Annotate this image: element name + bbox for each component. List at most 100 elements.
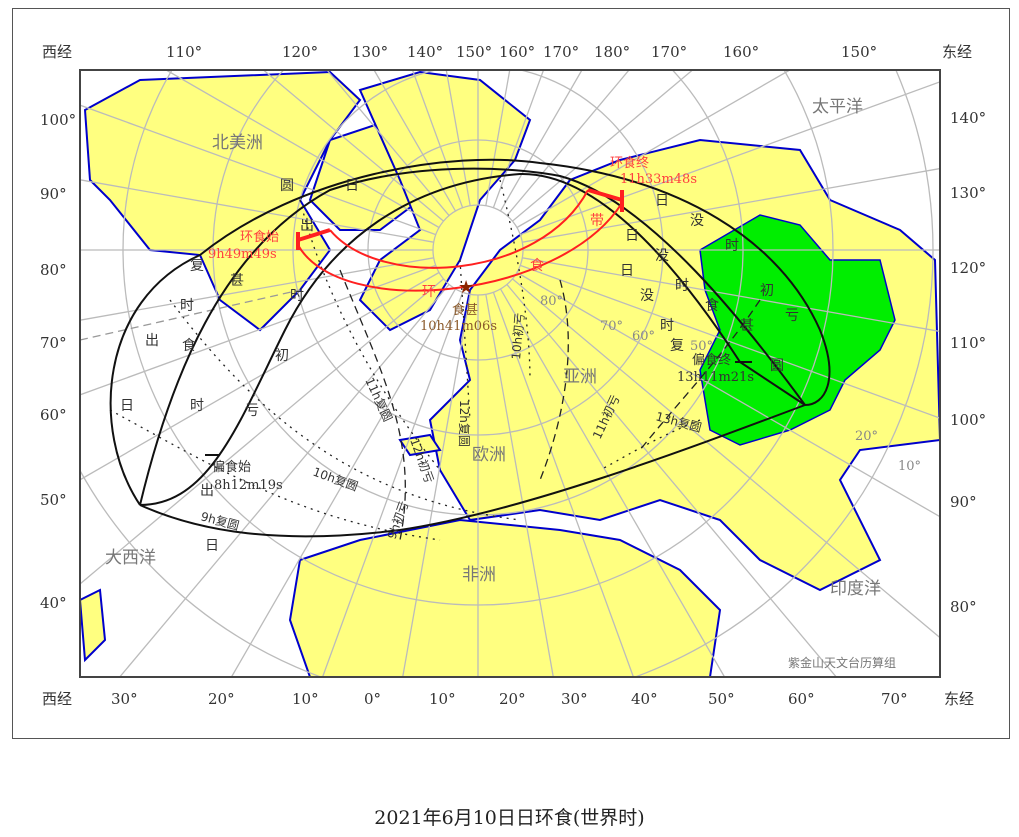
east-label-top: 东经 [942, 43, 972, 61]
bottom-tick-label: 10° [429, 690, 456, 708]
left-tick-label: 90° [40, 185, 67, 203]
meridian-line [80, 271, 440, 481]
top-tick-label: 160° [723, 43, 759, 61]
north-america-label: 北美洲 [212, 133, 263, 153]
meridian-line [512, 278, 940, 639]
bottom-tick-label: 30° [561, 690, 588, 708]
meridian-line [522, 257, 940, 333]
umbra-region [699, 214, 896, 446]
meridian-line [402, 294, 471, 677]
meridian-line [492, 292, 635, 677]
outer-limit-curve [109, 158, 831, 506]
curve-label-sunrise-last-contact: 时 [180, 298, 194, 314]
bottom-tick-label: 70° [881, 690, 908, 708]
meridian-line [230, 288, 457, 677]
top-tick-label: 150° [456, 43, 492, 61]
curve-label-annular-band: 食 [530, 257, 544, 274]
greatest-time: 10h41m06s [420, 319, 497, 334]
greatest-eclipse-star: ★ [458, 277, 474, 298]
curve-label-sunrise-last-contact: 出 [145, 333, 159, 349]
curve-label-sunrise-greatest: 出 [200, 483, 214, 499]
africa-label: 非洲 [462, 565, 496, 585]
left-tick-label: 70° [40, 334, 67, 352]
curve-label-sunrise-last-contact: 复 [190, 257, 204, 274]
curve-label-sunset-greatest: 食 [705, 297, 719, 314]
right-tick-label: 140° [950, 109, 986, 127]
curve-label-sunrise-first-contact: 出 [300, 218, 314, 234]
inner-latitude-label: 70° [600, 319, 623, 334]
meridian-line [506, 70, 630, 216]
left-tick-label: 100° [40, 111, 76, 129]
meridian-line [80, 104, 436, 236]
meridian-line [516, 271, 940, 518]
meridian-line [522, 167, 940, 243]
inner-latitude-label: 80° [540, 294, 563, 309]
meridian-line [512, 70, 693, 222]
meridian-line [80, 257, 434, 321]
atlantic-label: 大西洋 [105, 548, 156, 568]
inner-curve [139, 172, 806, 506]
curve-label-sunrise-first-contact: 初 [275, 347, 289, 364]
left-tick-label: 50° [40, 491, 67, 509]
curve-label-sunset-first-contact: 没 [690, 213, 704, 229]
annular-begin-label: 环食始 [240, 229, 279, 245]
meridian-line [263, 70, 444, 222]
map-caption: 2021年6月10日日环食(世界时) [374, 807, 645, 829]
map-frame [12, 8, 1010, 739]
right-tick-label: 80° [950, 598, 977, 616]
left-tick-label: 40° [40, 594, 67, 612]
curve-label-sunset-first-contact: 初 [760, 282, 774, 299]
credit: 紫金山天文台历算组 [788, 655, 896, 670]
top-tick-label: 170° [651, 43, 687, 61]
top-tick-label: 180° [594, 43, 630, 61]
bottom-tick-label: 50° [708, 690, 735, 708]
curve-label-sunset-last-contact: 日 [620, 263, 634, 279]
partial-end-label: 偏食终 [692, 352, 731, 368]
meridian-line [80, 278, 444, 585]
top-tick-label: 120° [282, 43, 318, 61]
curve-label-sunset-last-contact: 没 [640, 288, 654, 304]
pacific-label: 太平洋 [812, 97, 863, 117]
inner-latitude-label: 60° [632, 329, 655, 344]
event-labels: 环食始 9h49m49s 环食终 11h33m48s 食甚 10h41m06s … [208, 155, 754, 493]
curve-label-sunset-first-contact: 亏 [785, 308, 799, 324]
meridian-line [520, 81, 940, 236]
annular-band [296, 188, 624, 292]
partial-begin-label: 偏食始 [212, 459, 251, 475]
meridian-line [321, 292, 464, 677]
inner-latitude-label: 50° [690, 339, 713, 354]
right-tick-label: 90° [950, 493, 977, 511]
right-tick-label: 120° [950, 259, 986, 277]
meridian-line [326, 70, 450, 216]
hourly-curve-label: 10h初亏 [509, 312, 527, 360]
meridian-line [492, 70, 545, 208]
top-tick-label: 130° [352, 43, 388, 61]
curve-label-sunrise-greatest: 食 [182, 337, 196, 354]
annular-begin-time: 9h49m49s [208, 247, 277, 262]
top-tick-label: 150° [841, 43, 877, 61]
meridian-line [520, 264, 940, 419]
meridian-line [499, 70, 583, 212]
inner-latitude-label: 10° [898, 459, 921, 474]
partial-begin-time: 8h12m19s [214, 478, 283, 493]
curve-label-sunset-greatest: 时 [675, 278, 689, 294]
bottom-tick-label: 10° [292, 690, 319, 708]
bottom-tick-label: 40° [631, 690, 658, 708]
meridian-line [119, 284, 450, 677]
meridian-line [373, 70, 457, 212]
west-label-bottom: 西经 [42, 690, 72, 708]
europe-label: 欧洲 [472, 445, 506, 465]
bottom-tick-label: 60° [788, 690, 815, 708]
curve-label-sunset-last-contact: 圆 [770, 358, 784, 374]
right-tick-label: 110° [950, 334, 986, 352]
curve-label-sunrise-first-contact: 日 [345, 178, 359, 194]
meridian-line [80, 179, 434, 243]
curve-label-sunrise-greatest: 日 [205, 538, 219, 554]
inner-latitude-label: 20° [855, 429, 878, 444]
eclipse-limit-curves [109, 158, 831, 538]
curve-label-sunset-last-contact: 时 [660, 318, 674, 334]
right-tick-label: 100° [950, 411, 986, 429]
curve-label-sunrise-first-contact: 时 [290, 288, 304, 304]
meridian-line [516, 70, 791, 229]
region-labels: 北美洲 太平洋 大西洋 亚洲 欧洲 非洲 印度洋 紫金山天文台历算组 [105, 97, 896, 670]
